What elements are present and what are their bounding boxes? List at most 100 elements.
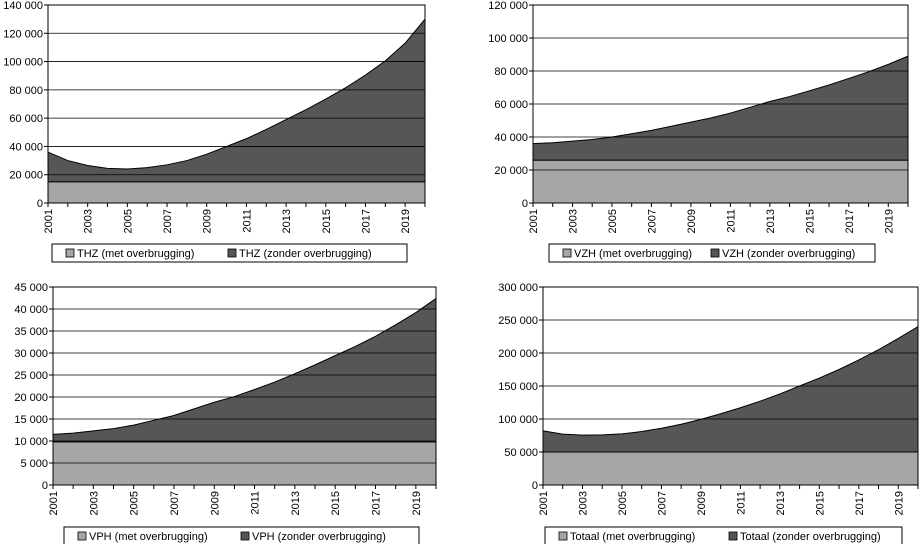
y-tick-label: 45 000 [14,282,48,294]
x-tick-label: 2015 [814,491,826,515]
area-totaal-zonder-overbrugging- [542,325,919,453]
area-thz-zonder-overbrugging- [47,17,426,183]
y-tick-label: 100 000 [488,33,528,45]
area-vzh-zonder-overbrugging- [532,55,909,161]
x-tick-label: 2011 [725,209,737,233]
x-tick-label: 2015 [321,209,333,233]
y-tick-label: 140 000 [3,0,43,12]
x-tick-label: 2013 [775,491,787,515]
y-tick-label: 0 [522,198,528,210]
x-tick-label: 2001 [528,209,540,233]
x-tick-label: 2019 [893,491,905,515]
legend-swatch-lower [562,248,572,258]
plot-frame [532,4,909,204]
x-tick-label: 2001 [43,209,55,233]
plot-frame [47,4,426,204]
y-tick-label: 60 000 [9,113,43,125]
y-tick-label: 15 000 [14,414,48,426]
legend-label-lower: Totaal (met overbrugging) [570,531,695,543]
y-tick-label: 40 000 [14,304,48,316]
x-tick-label: 2001 [538,491,550,515]
x-tick-label: 2003 [88,491,100,515]
x-tick-label: 2015 [330,491,342,515]
chart-1: 0 20 000 40 000 60 000 80 000 100 000 120 000 1… [3,0,426,263]
y-tick-label: 200 000 [498,348,538,360]
x-tick-label: 2011 [735,491,747,515]
y-tick-label: 0 [42,480,48,492]
legend-swatch-upper [728,531,738,541]
area-vph-met-overbrugging- [52,441,437,486]
chart-3: 0 5 000 10 000 15 000 20 000 25 000 30 000 35 0… [14,282,437,546]
x-tick-label: 2007 [646,209,658,233]
x-tick-label: 2019 [400,209,412,233]
legend-label-upper: VPH (zonder overbrugging) [252,531,386,543]
area-vzh-met-overbrugging- [532,159,909,204]
y-tick-label: 50 000 [504,447,538,459]
y-tick-label: 20 000 [494,165,528,177]
legend-swatch-lower [558,531,568,541]
legend: THZ (met overbrugging) THZ (zonder overbr… [51,243,408,263]
x-tick-label: 2005 [122,209,134,233]
x-tick-label: 2005 [617,491,629,515]
legend-swatch-upper [710,248,720,258]
y-tick-label: 300 000 [498,282,538,294]
y-tick-label: 35 000 [14,326,48,338]
y-tick-label: 5 000 [20,458,48,470]
plot-frame [542,286,919,486]
y-tick-label: 250 000 [498,315,538,327]
y-tick-label: 20 000 [9,170,43,182]
x-tick-label: 2005 [607,209,619,233]
legend: Totaal (met overbrugging) Totaal (zonder … [544,526,903,546]
x-tick-label: 2009 [696,491,708,515]
y-tick-label: 20 000 [14,392,48,404]
x-tick-label: 2019 [411,491,423,515]
x-tick-label: 2007 [169,491,181,515]
area-totaal-met-overbrugging- [542,451,919,486]
x-tick-label: 2003 [83,209,95,233]
y-tick-label: 40 000 [9,141,43,153]
plot-frame [52,286,437,486]
legend-label-lower: THZ (met overbrugging) [77,248,194,260]
y-tick-label: 120 000 [488,0,528,12]
legend-label-upper: Totaal (zonder overbrugging) [740,531,881,543]
y-tick-label: 80 000 [9,85,43,97]
y-tick-label: 100 000 [3,57,43,69]
area-thz-met-overbrugging- [47,181,426,204]
y-tick-label: 0 [532,480,538,492]
chart-2: 0 20 000 40 000 60 000 80 000 100 000 120 000 2… [488,0,909,263]
x-tick-label: 2007 [656,491,668,515]
legend: VZH (met overbrugging) VZH (zonder overbr… [548,243,876,263]
x-tick-label: 2009 [686,209,698,233]
x-tick-label: 2007 [162,209,174,233]
y-tick-label: 40 000 [494,132,528,144]
y-tick-label: 80 000 [494,66,528,78]
area-vph-zonder-overbrugging- [52,297,437,443]
x-tick-label: 2017 [371,491,383,515]
legend-swatch-upper [240,531,250,541]
legend-label-lower: VZH (met overbrugging) [574,248,692,260]
legend-label-upper: VZH (zonder overbrugging) [722,248,855,260]
x-tick-label: 2017 [844,209,856,233]
x-tick-label: 2019 [883,209,895,233]
legend-label-lower: VPH (met overbrugging) [89,531,208,543]
x-tick-label: 2003 [577,491,589,515]
y-tick-label: 0 [37,198,43,210]
x-tick-label: 2013 [765,209,777,233]
x-tick-label: 2015 [804,209,816,233]
x-tick-label: 2013 [281,209,293,233]
x-tick-label: 2013 [290,491,302,515]
y-tick-label: 60 000 [494,99,528,111]
legend-swatch-lower [65,248,75,258]
chart-4: 0 50 000 100 000 150 000 200 000 250 000 300 0… [498,282,919,546]
y-tick-label: 120 000 [3,28,43,40]
x-tick-label: 2011 [241,209,253,233]
y-tick-label: 10 000 [14,436,48,448]
x-tick-label: 2009 [209,491,221,515]
y-tick-label: 25 000 [14,370,48,382]
x-tick-label: 2011 [250,491,262,515]
legend-swatch-upper [227,248,237,258]
legend-label-upper: THZ (zonder overbrugging) [239,248,372,260]
legend: VPH (met overbrugging) VPH (zonder overbr… [63,526,420,546]
x-tick-label: 2017 [854,491,866,515]
